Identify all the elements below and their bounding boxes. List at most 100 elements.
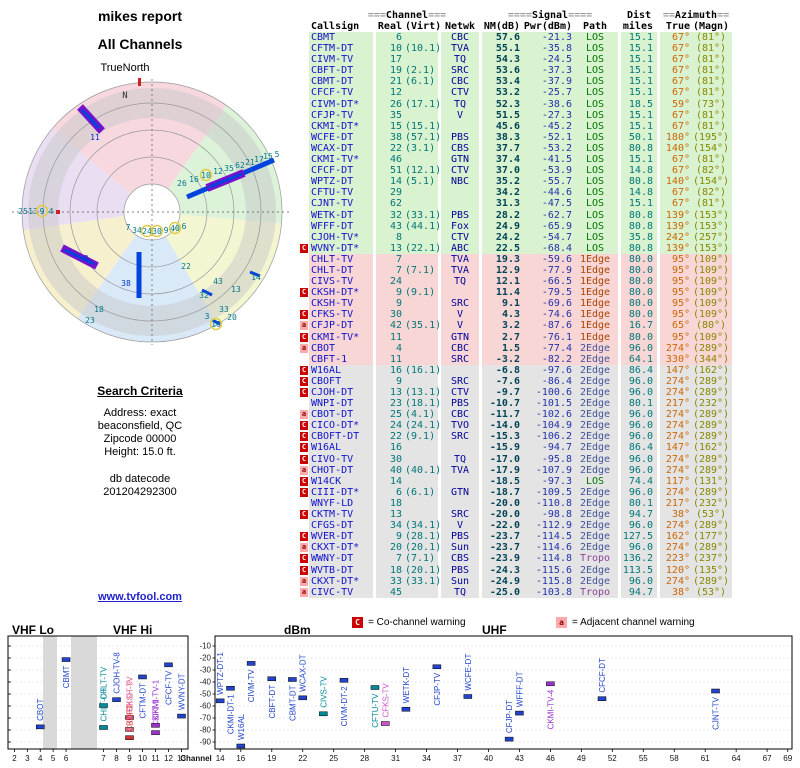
warning-cell: C xyxy=(300,376,309,387)
height-line: Height: 15.0 ft. xyxy=(104,446,176,458)
network-cell: SRC xyxy=(450,375,470,387)
station-marker xyxy=(36,724,45,730)
channel-number-label: 8 xyxy=(84,254,89,263)
station-label: CKSH-TV xyxy=(126,676,135,712)
nm-cell: 45.6 xyxy=(495,120,520,132)
path-cell: LOS xyxy=(585,65,605,77)
network-cell: V xyxy=(456,520,464,532)
power-cell: -62.7 xyxy=(541,209,572,221)
virtual-channel-cell: (20.1) xyxy=(405,564,442,576)
power-cell: -98.8 xyxy=(541,509,572,521)
distance-cell: 96.0 xyxy=(628,409,653,421)
azimuth-magn-cell: (109°) xyxy=(692,276,730,288)
callsign-cell: CBFT-1 xyxy=(311,353,348,365)
channel-tick-label: 64 xyxy=(732,754,741,763)
co-channel-warning-badge: C xyxy=(300,554,308,564)
station-label: CFJP-DT xyxy=(505,700,514,733)
real-channel-cell: 26 xyxy=(389,98,402,110)
table-row: WNPI-DT 23 (18.1) PBS -10.7 -101.5 2Edge 80.1 21… xyxy=(300,398,736,410)
channel-tick-label: 61 xyxy=(701,754,710,763)
real-channel-cell: 10 xyxy=(389,43,402,55)
channel-tick-label: 11 xyxy=(151,754,160,763)
network-cell: TVA xyxy=(450,264,470,276)
path-cell: LOS xyxy=(585,120,605,132)
adjacent-channel-warning-badge: a xyxy=(300,321,308,331)
channel-tick-label: 49 xyxy=(577,754,586,763)
callsign-cell: CIII-DT* xyxy=(311,486,360,498)
callsign-cell: CFTU-TV xyxy=(311,187,354,199)
distance-cell: 80.0 xyxy=(628,276,653,288)
path-cell: 2Edge xyxy=(579,375,611,387)
real-channel-cell: 14 xyxy=(389,475,402,487)
virtual-channel-cell: (5.1) xyxy=(405,176,436,188)
warning-cell xyxy=(300,54,309,65)
callsign-cell: CJNT-TV xyxy=(311,198,354,210)
network-cell: CTV xyxy=(450,387,470,398)
azimuth-magn-cell: (289°) xyxy=(692,420,730,432)
virtual-channel-cell: (4.1) xyxy=(405,409,436,421)
channel-tick-label: 22 xyxy=(298,754,307,763)
azimuth-magn-cell: (81°) xyxy=(695,87,727,99)
azimuth-magn-cell: (162°) xyxy=(692,442,730,454)
azimuth-true-cell: 139° xyxy=(665,209,690,221)
table-row: CBMT 6 CBC 57.6 -21.3 LOS 15.1 67° (81°) xyxy=(300,32,736,44)
azimuth-magn-cell: (289°) xyxy=(692,520,730,532)
warning-cell: C xyxy=(300,332,309,343)
azimuth-magn-cell: (154°) xyxy=(692,176,730,188)
tvfool-link[interactable]: www.tvfool.com xyxy=(98,591,182,603)
azimuth-magn-cell: (289°) xyxy=(692,464,730,476)
callsign-cell: CIVS-TV xyxy=(311,276,354,288)
warning-cell xyxy=(300,221,309,232)
station-marker xyxy=(177,713,186,719)
virtual-channel-cell: (33.1) xyxy=(405,575,442,587)
station-marker xyxy=(164,662,173,668)
real-channel-cell: 30 xyxy=(389,453,402,465)
power-cell: -52.1 xyxy=(541,131,572,143)
real-channel-cell: 13 xyxy=(389,242,402,254)
azimuth-true-cell: 274° xyxy=(665,575,690,587)
path-cell: 2Edge xyxy=(579,442,611,454)
real-channel-cell: 6 xyxy=(395,486,402,498)
path-cell: 2Edge xyxy=(579,342,611,354)
azimuth-true-cell: 147° xyxy=(665,442,690,454)
callsign-cell: CKTM-TV xyxy=(311,509,354,521)
warning-cell xyxy=(300,132,309,143)
azimuth-magn-cell: (73°) xyxy=(695,98,727,110)
real-channel-cell: 16 xyxy=(389,442,402,454)
path-cell: LOS xyxy=(585,98,605,110)
network-cell: TVA xyxy=(450,43,470,55)
warning-cell xyxy=(300,176,309,187)
warning-cell: C xyxy=(300,309,309,320)
adjacent-channel-warning-badge: a xyxy=(300,543,308,553)
azimuth-magn-cell: (289°) xyxy=(692,542,730,554)
network-cell: SRC xyxy=(450,65,470,77)
distance-cell: 50.1 xyxy=(628,131,653,143)
station-label: WVNY-DT xyxy=(178,673,187,710)
nm-cell: -24.9 xyxy=(489,575,520,587)
distance-cell: 80.8 xyxy=(628,220,653,232)
station-label: CBFT-DT xyxy=(268,685,277,719)
network-cell: TVA xyxy=(450,464,470,476)
nm-cell: 1.5 xyxy=(501,342,520,354)
nm-cell: 35.2 xyxy=(495,176,520,188)
path-cell: 2Edge xyxy=(579,497,611,509)
real-channel-cell: 16 xyxy=(389,364,402,376)
callsign-cell: WVER-DT xyxy=(311,531,354,543)
network-cell: CTV xyxy=(450,165,470,177)
warning-cell xyxy=(300,99,309,110)
table-row: WETK-DT 32 (33.1) PBS 28.2 -62.7 LOS 80.8 139° (1… xyxy=(300,209,736,221)
network-cell: V xyxy=(456,109,464,121)
distance-cell: 96.0 xyxy=(628,520,653,532)
channel-tick-label: 52 xyxy=(608,754,617,763)
callsign-cell: CFCF-DT xyxy=(311,165,354,177)
azimuth-magn-cell: (237°) xyxy=(692,553,730,565)
path-cell: LOS xyxy=(585,109,605,121)
table-body: CBMT 6 CBC 57.6 -21.3 LOS 15.1 67° (81°) CFTM-DT 1… xyxy=(300,32,736,598)
power-cell: -27.3 xyxy=(541,109,572,121)
nm-cell: -23.7 xyxy=(489,531,520,543)
power-cell: -115.8 xyxy=(535,575,572,587)
channel-number-label: 14 xyxy=(251,273,261,282)
path-cell: Tropo xyxy=(579,553,611,565)
nm-cell: 37.0 xyxy=(495,165,520,177)
azimuth-true-cell: 67° xyxy=(671,65,690,77)
